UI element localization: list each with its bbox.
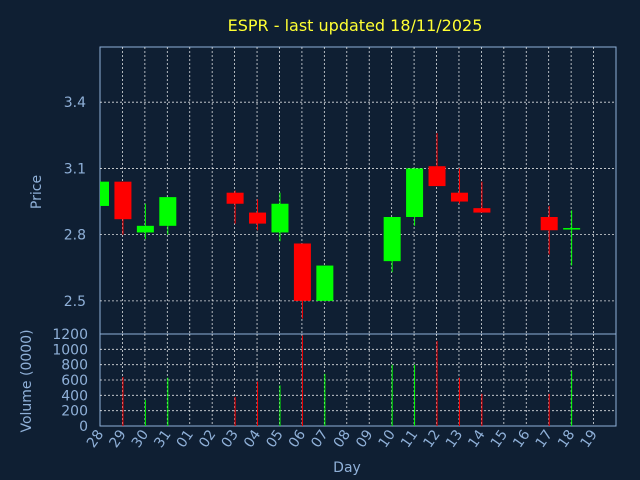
candle-body xyxy=(383,216,401,262)
candle-body xyxy=(428,166,446,187)
candle-body xyxy=(249,212,267,224)
candle-body xyxy=(271,203,289,233)
price-tick-label: 3.1 xyxy=(64,161,86,177)
x-tick-label: 29 xyxy=(106,427,129,451)
candle-body xyxy=(114,181,132,220)
volume-axis-label: Volume (0000) xyxy=(19,329,35,432)
price-tick-label: 2.8 xyxy=(64,228,86,244)
x-tick-label: 16 xyxy=(510,427,533,451)
x-tick-label: 05 xyxy=(263,427,286,451)
price-axis-label: Price xyxy=(29,175,45,209)
x-tick-label: 14 xyxy=(465,427,488,451)
candle-body xyxy=(136,225,154,233)
volume-tick-label: 200 xyxy=(61,404,88,420)
x-tick-label: 30 xyxy=(129,427,152,451)
x-tick-label: 17 xyxy=(533,427,556,451)
x-tick-label: 04 xyxy=(241,427,264,451)
candle-body xyxy=(159,197,177,226)
x-tick-label: 01 xyxy=(174,427,197,451)
x-axis-label: Day xyxy=(333,460,361,476)
volume-tick-label: 800 xyxy=(61,358,88,374)
x-tick-label: 03 xyxy=(219,427,242,451)
candle-body xyxy=(450,192,468,202)
candle-body xyxy=(226,192,244,204)
candle-body xyxy=(540,216,558,231)
chart-title: ESPR - last updated 18/11/2025 xyxy=(228,16,483,35)
grid-lines xyxy=(100,47,616,426)
x-tick-label: 15 xyxy=(488,427,511,451)
candle-body xyxy=(406,168,424,217)
x-tick-label: 10 xyxy=(376,427,399,451)
candle-body xyxy=(473,208,491,213)
volume-tick-label: 0 xyxy=(79,419,88,435)
x-tick-label: 11 xyxy=(398,427,421,451)
x-tick-label: 31 xyxy=(151,427,174,451)
candle-body xyxy=(563,228,581,230)
candle-body xyxy=(316,265,334,301)
volume-tick-label: 600 xyxy=(61,373,88,389)
volume-bars xyxy=(122,335,573,426)
volume-tick-label: 1000 xyxy=(52,342,88,358)
price-tick-label: 3.4 xyxy=(64,95,86,111)
candle-body xyxy=(293,243,311,301)
volume-tick-label: 400 xyxy=(61,388,88,404)
volume-tick-label: 1200 xyxy=(52,327,88,343)
price-tick-label: 2.5 xyxy=(64,294,86,310)
x-tick-label: 09 xyxy=(353,427,376,451)
x-tick-label: 02 xyxy=(196,427,219,451)
x-tick-label: 18 xyxy=(555,427,578,451)
x-tick-label: 07 xyxy=(308,427,331,451)
x-tick-label: 12 xyxy=(420,427,443,451)
x-tick-label: 19 xyxy=(578,427,601,451)
x-tick-label: 13 xyxy=(443,427,466,451)
candle-body xyxy=(100,181,109,206)
candles xyxy=(100,133,581,319)
price-panel xyxy=(99,46,617,335)
x-tick-label: 08 xyxy=(331,427,354,451)
x-tick-label: 06 xyxy=(286,427,309,451)
